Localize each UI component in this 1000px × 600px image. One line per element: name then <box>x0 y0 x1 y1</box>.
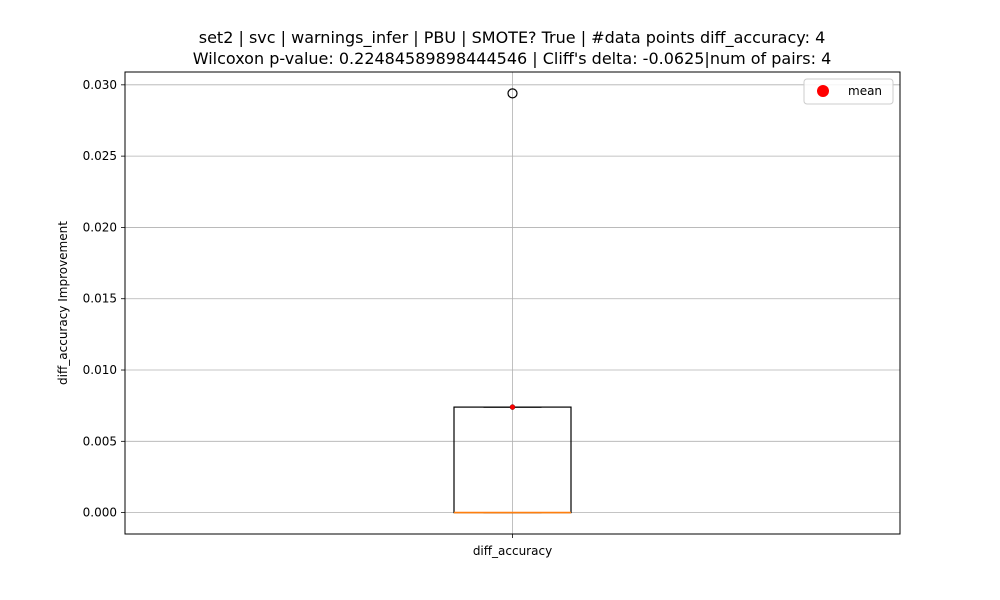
y-tick-label: 0.030 <box>83 78 117 92</box>
grid-lines <box>125 72 900 534</box>
y-tick-label: 0.020 <box>83 220 117 234</box>
legend-mean-marker <box>817 85 829 97</box>
mean-marker <box>509 404 516 410</box>
legend-box <box>803 78 894 105</box>
x-axis: diff_accuracy <box>473 534 552 558</box>
y-tick-label: 0.005 <box>83 434 117 448</box>
y-tick-label: 0.000 <box>83 506 117 520</box>
legend: mean <box>803 78 894 105</box>
y-tick-label: 0.025 <box>83 149 117 163</box>
outlier-point <box>507 88 518 99</box>
y-axis: 0.000 0.005 0.010 0.015 0.020 0.025 0.030 <box>83 78 125 520</box>
y-tick-label: 0.015 <box>83 292 117 306</box>
x-tick-label: diff_accuracy <box>473 544 552 558</box>
y-tick-label: 0.010 <box>83 363 117 377</box>
plot-area <box>453 88 572 514</box>
chart-title-line1: set2 | svc | warnings_infer | PBU | SMOT… <box>199 28 826 48</box>
chart-title-line2: Wilcoxon p-value: 0.22484589898444546 | … <box>193 49 832 68</box>
legend-label: mean <box>848 84 882 98</box>
y-axis-label: diff_accuracy Improvement <box>56 221 70 385</box>
